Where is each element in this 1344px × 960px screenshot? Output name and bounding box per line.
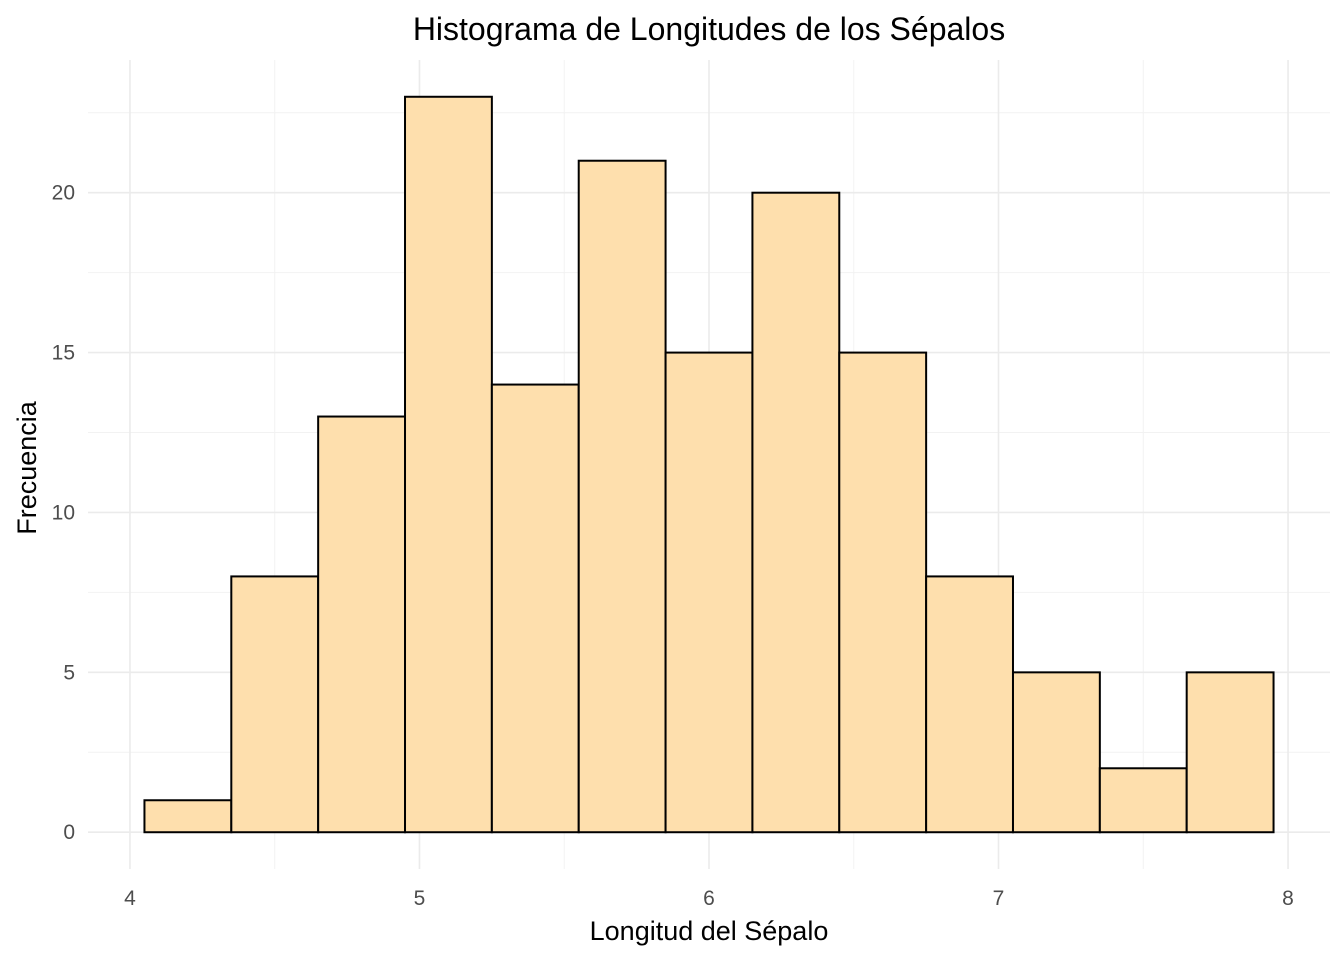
x-tick-label: 8 [1282,887,1294,910]
histogram-bar-4 [404,95,493,834]
y-tick-label: 5 [63,661,75,684]
histogram-bar-2 [230,575,320,834]
y-axis-label: Frecuencia [12,400,42,535]
histogram-bar-13 [1185,671,1275,834]
x-axis-label: Longitud del Sépalo [590,916,829,946]
y-tick-label: 20 [52,182,75,205]
histogram-bar-11 [1011,671,1101,834]
histogram-bar-8 [751,191,841,834]
histogram-bars [143,95,1275,834]
x-tick-label: 4 [124,887,136,910]
histogram-bar-9 [838,351,928,834]
histogram-bar-1 [143,799,233,834]
histogram-bar-10 [925,575,1014,834]
y-tick-label: 10 [52,501,75,524]
y-tick-label: 15 [52,342,75,365]
x-tick-label: 7 [993,887,1005,910]
histogram-bar-6 [577,159,667,834]
tick-labels: 4 5 6 7 8 0 5 10 15 20 [52,182,1294,910]
chart-title: Histograma de Longitudes de los Sépalos [413,11,1005,47]
x-tick-label: 6 [703,887,715,910]
histogram-bar-5 [490,383,580,834]
histogram-bar-7 [664,351,754,834]
x-tick-label: 5 [414,887,426,910]
histogram-bar-12 [1098,767,1188,834]
histogram-bar-3 [317,415,407,834]
y-tick-label: 0 [63,821,75,844]
